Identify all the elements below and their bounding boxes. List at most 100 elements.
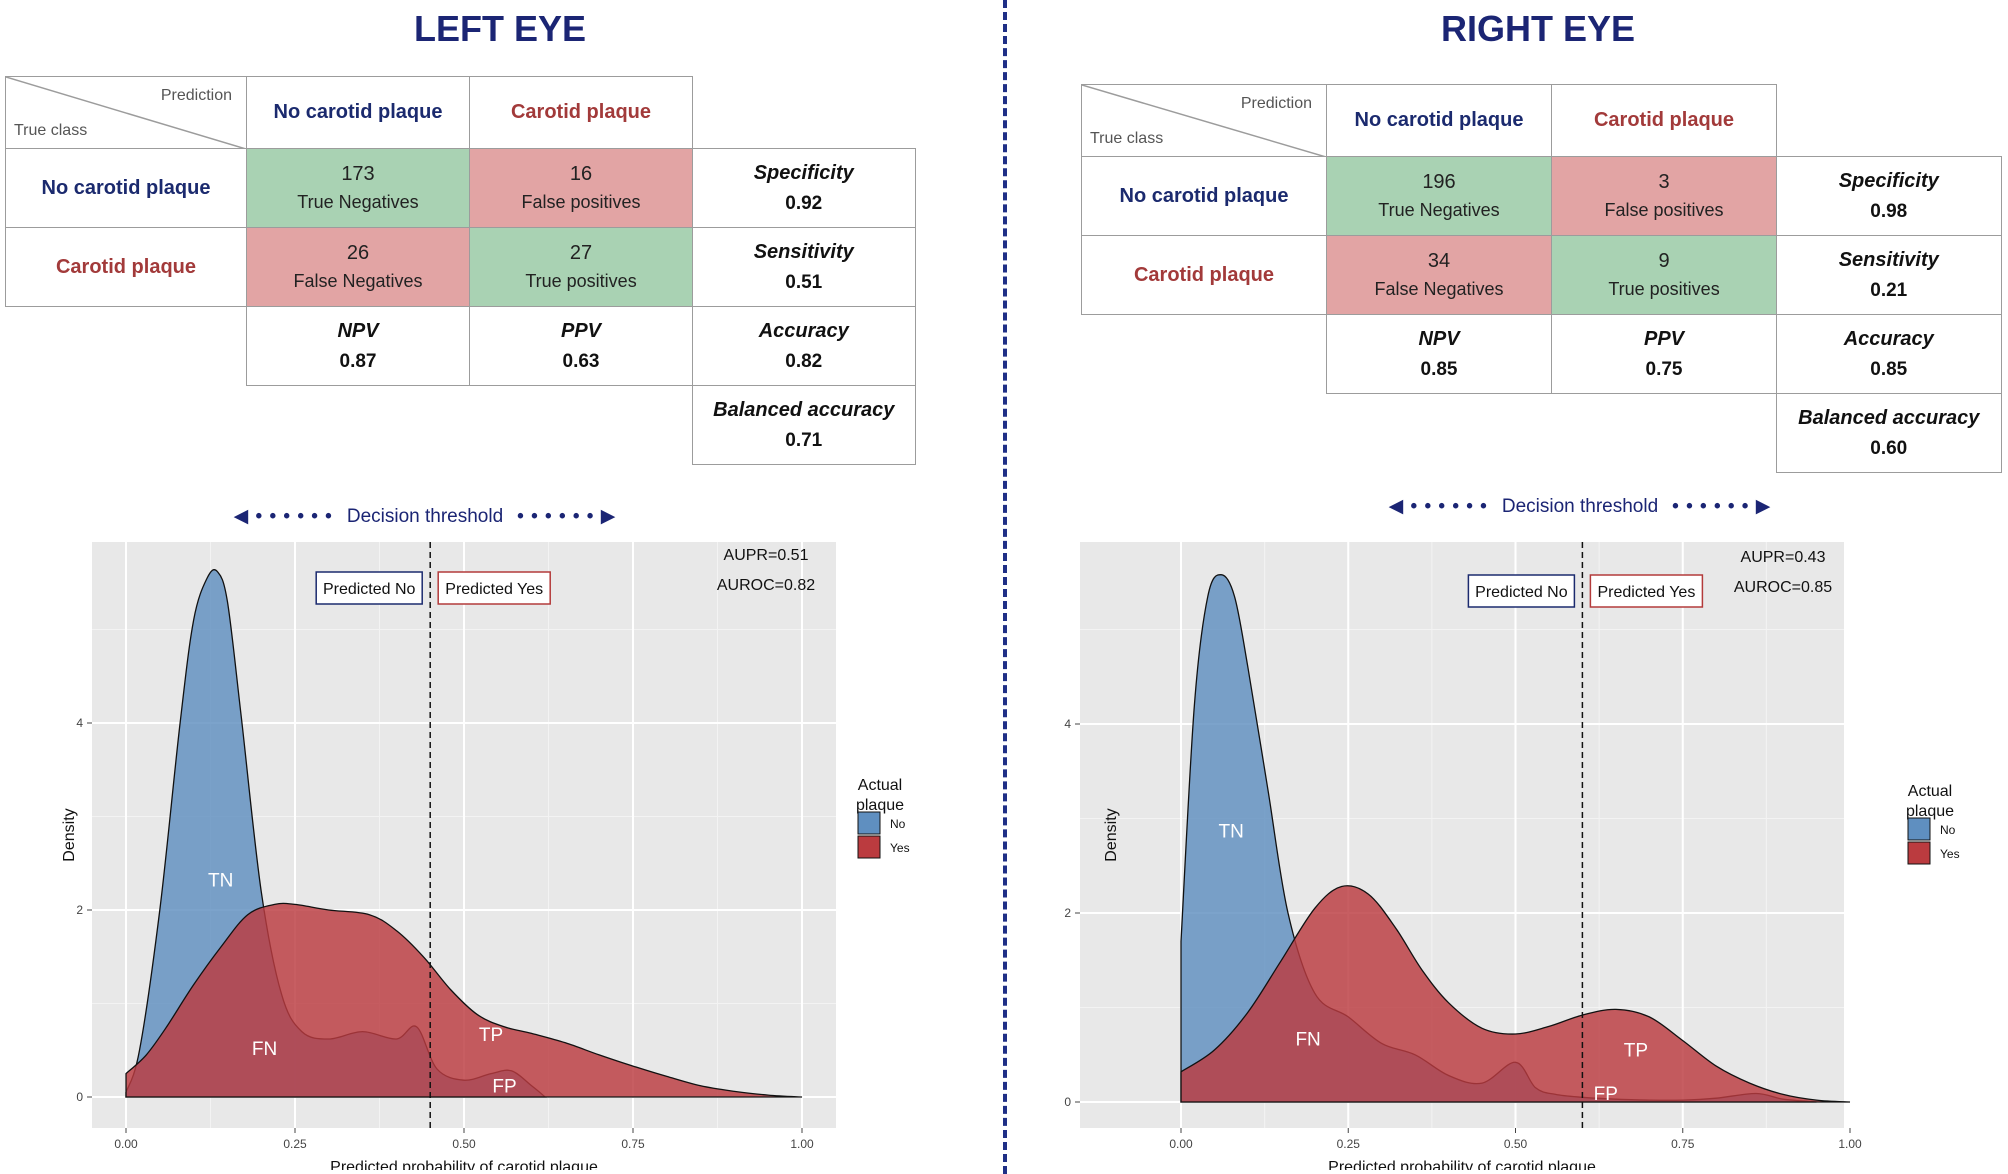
legend-label-no: No — [1940, 823, 1956, 837]
row-header-plaque: Carotid plaque — [5, 227, 247, 307]
fp-label: False positives — [1604, 200, 1724, 220]
accuracy-label: Accuracy — [758, 319, 849, 342]
ppv-value: 0.75 — [1645, 358, 1683, 380]
x-axis-label: Predicted probability of carotid plaque — [1328, 1159, 1596, 1170]
corner-true-class-label: True class — [14, 122, 88, 139]
predicted-no-label: Predicted No — [323, 581, 416, 598]
balanced-accuracy-cell: Balanced accuracy 0.71 — [692, 385, 916, 465]
y-tick-label: 0 — [1064, 1095, 1071, 1109]
specificity-label: Specificity — [753, 161, 854, 184]
sensitivity-cell: Sensitivity 0.51 — [692, 227, 916, 307]
x-tick-label: 0.00 — [1169, 1137, 1193, 1151]
fn-label: False Negatives — [293, 271, 423, 291]
column-header-no-plaque: No carotid plaque — [246, 76, 470, 149]
column-header-plaque: Carotid plaque — [469, 76, 693, 149]
y-tick-label: 2 — [1064, 906, 1071, 920]
balanced-accuracy-label: Balanced accuracy — [713, 398, 895, 421]
tp-count: 27 — [569, 242, 593, 264]
fn-count: 34 — [1427, 250, 1451, 272]
specificity-value: 0.98 — [1870, 200, 1908, 222]
region-label-tn: TN — [208, 871, 233, 892]
auroc-label: AUROC=0.85 — [1734, 579, 1832, 596]
x-tick-label: 0.25 — [283, 1137, 307, 1151]
legend-label-no: No — [890, 817, 906, 831]
true-positives-cell: 27 True positives — [469, 227, 693, 307]
x-tick-label: 0.75 — [1671, 1137, 1695, 1151]
x-tick-label: 0.50 — [452, 1137, 476, 1151]
y-tick-label: 0 — [76, 1090, 83, 1104]
y-axis-label: Density — [61, 808, 78, 861]
aupr-label: AUPR=0.43 — [1741, 549, 1826, 566]
sensitivity-cell: Sensitivity 0.21 — [1776, 235, 2002, 315]
right-arrow-icon: • • • • • • ▶ — [517, 506, 617, 527]
npv-label: NPV — [337, 319, 379, 342]
y-axis-label: Density — [1103, 808, 1120, 861]
ppv-cell: PPV 0.63 — [469, 306, 693, 386]
fn-count: 26 — [346, 242, 370, 264]
density-area-yes — [1180, 885, 1851, 1103]
decision-threshold-banner: ◀ • • • • • • Decision threshold • • • • •… — [1080, 495, 2008, 518]
specificity-value: 0.92 — [785, 192, 823, 214]
density-chart-right: 0.00 0.25 0.50 0.75 1.00 0 2 4 Predicted No Predi… — [1064, 542, 1960, 1170]
corner-prediction-label: Prediction — [1240, 95, 1312, 112]
corner-prediction-label: Prediction — [160, 87, 232, 104]
sensitivity-value: 0.21 — [1870, 279, 1908, 301]
x-tick-label: 0.00 — [114, 1137, 138, 1151]
matrix-corner: Prediction True class — [5, 76, 247, 149]
y-tick-label: 4 — [1064, 717, 1071, 731]
left-arrow-icon: ◀ • • • • • • — [1388, 496, 1488, 517]
tp-count: 9 — [1658, 250, 1670, 272]
predicted-no-box — [315, 571, 423, 605]
fp-count: 3 — [1658, 171, 1670, 193]
npv-value: 0.87 — [339, 350, 377, 372]
false-positives-cell: 3 False positives — [1551, 156, 1777, 236]
npv-cell: NPV 0.87 — [246, 306, 470, 386]
balanced-accuracy-label: Balanced accuracy — [1798, 406, 1980, 429]
ppv-cell: PPV 0.75 — [1551, 314, 1777, 394]
legend-title: plaque — [1906, 803, 1954, 820]
npv-cell: NPV 0.85 — [1326, 314, 1552, 394]
right-eye-panel: RIGHT EYE Prediction True class No carot… — [1008, 0, 2008, 1174]
legend-title: plaque — [856, 797, 904, 814]
row-header-no-plaque: No carotid plaque — [5, 148, 247, 228]
fn-label: False Negatives — [1374, 279, 1504, 299]
sensitivity-label: Sensitivity — [1838, 248, 1939, 271]
ppv-label: PPV — [1643, 327, 1685, 350]
legend-label-yes: Yes — [1940, 847, 1960, 861]
matrix-corner: Prediction True class — [1081, 84, 1327, 157]
left-arrow-icon: ◀ • • • • • • — [233, 506, 333, 527]
auroc-label: AUROC=0.82 — [717, 577, 815, 594]
accuracy-cell: Accuracy 0.85 — [1776, 314, 2002, 394]
tp-label: True positives — [1608, 279, 1720, 299]
legend-title: Actual — [1908, 783, 1952, 800]
density-area-yes — [125, 902, 803, 1098]
decision-threshold-label: Decision threshold — [346, 506, 504, 527]
predicted-yes-box — [437, 571, 551, 605]
confusion-matrix: Prediction True class No carotid plaque … — [5, 76, 916, 465]
fp-label: False positives — [521, 192, 641, 212]
fp-count: 16 — [569, 163, 593, 185]
x-tick-label: 1.00 — [790, 1137, 814, 1151]
ppv-label: PPV — [560, 319, 602, 342]
tn-label: True Negatives — [1378, 200, 1500, 220]
y-tick-label: 2 — [76, 903, 83, 917]
balanced-accuracy-value: 0.71 — [785, 429, 823, 451]
tn-label: True Negatives — [297, 192, 419, 212]
legend-swatch-no — [1907, 817, 1931, 841]
tn-count: 196 — [1422, 171, 1456, 193]
predicted-no-label: Predicted No — [1475, 584, 1568, 601]
aupr-label: AUPR=0.51 — [724, 547, 809, 564]
legend-swatch-yes — [1907, 841, 1931, 865]
ppv-value: 0.63 — [562, 350, 600, 372]
corner-true-class-label: True class — [1090, 130, 1164, 147]
column-header-no-plaque: No carotid plaque — [1326, 84, 1552, 157]
region-label-fn: FN — [252, 1039, 277, 1060]
predicted-yes-box — [1589, 574, 1704, 608]
accuracy-value: 0.82 — [785, 350, 823, 372]
legend-swatch-yes — [857, 835, 881, 859]
legend-title: Actual — [858, 777, 902, 794]
false-negatives-cell: 26 False Negatives — [246, 227, 470, 307]
row-header-plaque: Carotid plaque — [1081, 235, 1327, 315]
panel-title: RIGHT EYE — [1440, 8, 1636, 49]
confusion-matrix: Prediction True class No carotid plaque … — [1081, 84, 2002, 473]
